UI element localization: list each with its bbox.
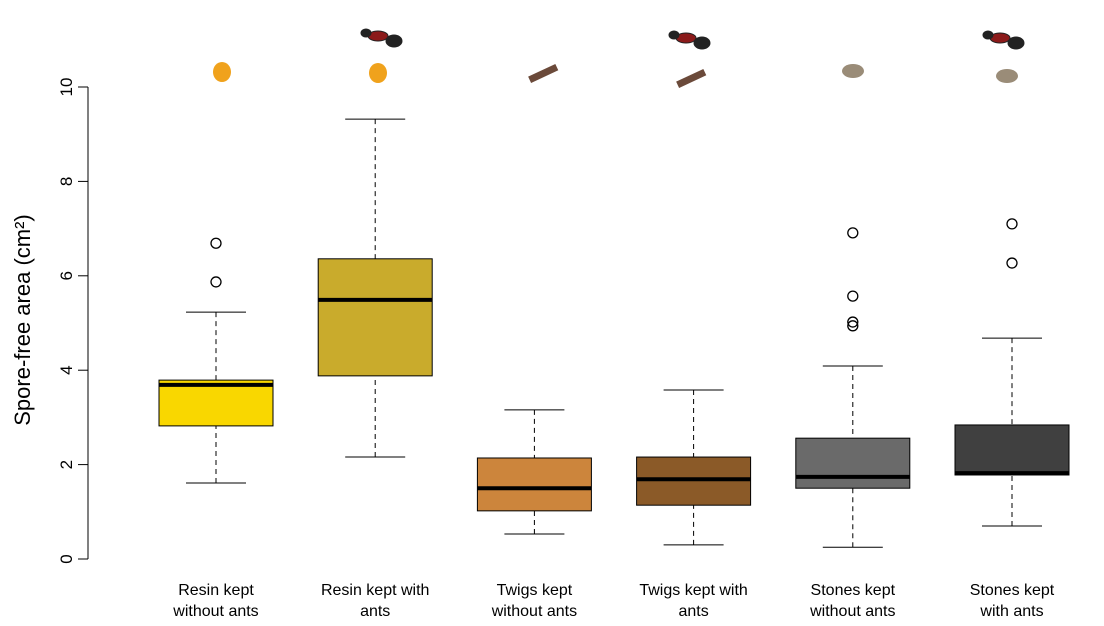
outlier xyxy=(210,276,222,288)
y-tick-label: 6 xyxy=(57,271,76,280)
x-tick-label: Twigs kept with ants xyxy=(639,582,748,620)
y-axis-label: Spore-free area (cm²) xyxy=(10,214,35,426)
y-tick-label: 0 xyxy=(57,554,76,563)
outlier xyxy=(847,290,859,302)
x-tick-label: Twigs kept without ants xyxy=(491,582,578,620)
box xyxy=(954,424,1070,476)
outlier xyxy=(1006,257,1018,269)
y-tick-label: 4 xyxy=(57,365,76,374)
y-tick-label: 8 xyxy=(57,177,76,186)
outlier xyxy=(847,227,859,239)
x-tick-label: Resin kept without ants xyxy=(173,582,259,620)
box xyxy=(158,379,274,427)
box xyxy=(476,457,592,512)
outlier xyxy=(210,237,222,249)
y-tick-label: 10 xyxy=(57,78,76,97)
x-tick-label: Resin kept with ants xyxy=(320,582,430,620)
outlier xyxy=(1006,218,1018,230)
box xyxy=(317,258,433,377)
y-tick-label: 2 xyxy=(57,460,76,469)
x-tick-label: Stones kept without ants xyxy=(810,582,896,620)
x-tick-label: Stones kept with ants xyxy=(969,582,1055,620)
icons xyxy=(213,28,1025,88)
box xyxy=(795,437,911,489)
outlier xyxy=(847,320,859,332)
outlier xyxy=(847,316,859,328)
